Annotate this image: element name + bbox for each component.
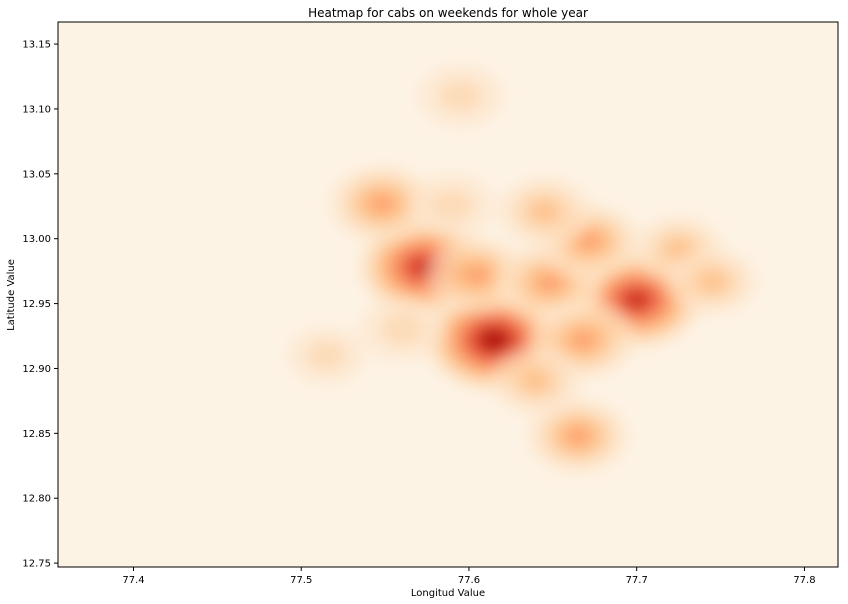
heat-contour-0-8 <box>485 333 504 347</box>
y-tick-label: 13.05 <box>22 169 51 180</box>
y-tick-label: 13.15 <box>22 40 51 51</box>
heat-contour-8-4 <box>565 426 591 446</box>
x-axis-ticks: 77.4 77.5 77.6 77.7 77.8 <box>122 567 816 586</box>
y-tick-label: 12.80 <box>22 494 51 505</box>
y-tick-label: 13.10 <box>22 104 51 115</box>
heat-contour-16-3 <box>520 370 552 393</box>
heat-contour-6-4 <box>576 231 603 251</box>
y-axis-ticks: 12.75 12.80 12.85 12.90 12.95 13.00 13.05 13.10… <box>22 40 58 570</box>
x-tick-label: 77.8 <box>793 575 815 586</box>
heat-contour-1-7 <box>627 292 647 307</box>
heat-contour-7-4 <box>569 330 597 350</box>
x-tick-label: 77.4 <box>122 575 144 586</box>
chart-title: Heatmap for cabs on weekends for whole y… <box>308 6 588 20</box>
x-tick-label: 77.5 <box>290 575 312 586</box>
y-axis-label: Latitude Value <box>6 259 17 331</box>
heat-contour-15-2 <box>306 340 347 371</box>
x-tick-label: 77.7 <box>626 575 648 586</box>
plot-frame <box>57 21 839 568</box>
y-tick-label: 12.90 <box>22 364 51 375</box>
y-tick-label: 12.75 <box>22 559 51 570</box>
heat-contour-4-4 <box>464 265 491 285</box>
y-tick-label: 13.00 <box>22 234 51 245</box>
heat-contour-11-3 <box>696 270 728 293</box>
y-tick-label: 12.95 <box>22 299 51 310</box>
heat-contour-3-4 <box>368 193 396 214</box>
heat-contour-9-3 <box>528 199 561 224</box>
y-tick-label: 12.85 <box>22 429 51 440</box>
heat-layer <box>286 63 759 475</box>
heat-contour-5-4 <box>536 272 563 293</box>
heat-contour-14-2 <box>430 188 475 222</box>
x-axis-label: Longitud Value <box>411 588 485 599</box>
heat-contour-13-2 <box>438 79 483 113</box>
heat-contour-12-2 <box>379 313 424 346</box>
x-tick-label: 77.6 <box>458 575 480 586</box>
